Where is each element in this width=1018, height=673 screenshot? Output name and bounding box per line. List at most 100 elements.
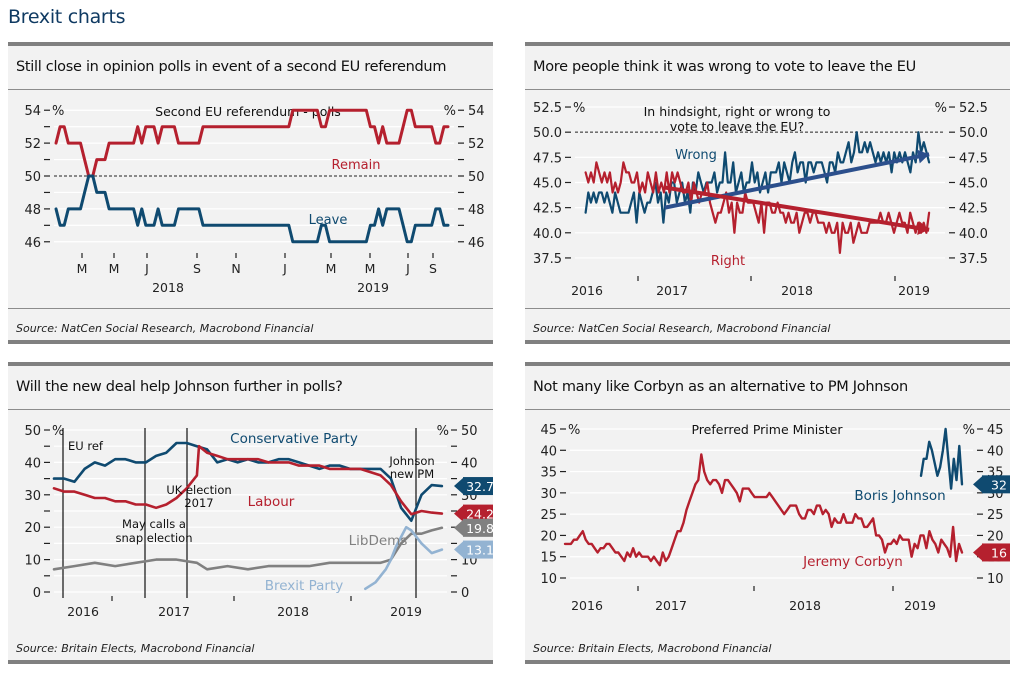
y-unit-left: % [52, 104, 64, 119]
end-label-box [463, 540, 493, 559]
y-tick-label-left: 47.5 [533, 151, 562, 166]
end-label-value: 32 [991, 477, 1007, 492]
end-label-pointer [454, 541, 463, 558]
y-unit-left: % [52, 424, 64, 439]
series-line-remain [54, 108, 450, 178]
y-tick-label-left: 52 [24, 137, 41, 152]
event-label-snap-election-2: snap election [116, 531, 193, 545]
end-label-box [463, 477, 493, 496]
x-year-label: 2018 [789, 598, 821, 613]
panel-title: Still close in opinion polls in event of… [16, 59, 447, 75]
source-divider [8, 308, 493, 309]
y-tick-label-right: 25 [987, 508, 1004, 523]
x-year-label: 2017 [656, 283, 688, 298]
source-note: Source: NatCen Social Research, Macrobon… [533, 322, 831, 335]
chart-title: Second EU referendum - polls [155, 104, 341, 119]
series-line-brexit-party [363, 525, 444, 591]
y-tick-label-left: 48 [24, 203, 41, 218]
chart-panel-right-wrong: More people think it was wrong to vote t… [525, 42, 1010, 344]
y-tick-label-left: 35 [540, 466, 557, 481]
y-tick-label-left: 20 [540, 529, 557, 544]
y-tick-label-left: 50.0 [533, 126, 562, 141]
y-tick-label-left: 40 [24, 456, 41, 471]
page-title: Brexit charts [8, 6, 126, 28]
trend-line-wrong [664, 152, 930, 210]
trend-arrowhead [917, 221, 930, 235]
x-year-label: 2016 [571, 283, 603, 298]
end-label-box [463, 518, 493, 537]
y-unit-right: % [437, 424, 449, 439]
end-label-value: 32.7 [466, 479, 493, 494]
end-label-box [982, 543, 1010, 562]
y-tick-label-right: 50 [461, 424, 478, 439]
y-tick-label-left: 45 [540, 423, 557, 438]
series-label-brexit-party: Brexit Party [265, 578, 344, 594]
title-divider [8, 89, 493, 90]
end-label-box [982, 475, 1010, 494]
y-tick-label-right: 40.0 [959, 227, 988, 242]
y-tick-label-right: 20 [987, 529, 1004, 544]
y-tick-label-right: 50 [468, 170, 485, 185]
x-year-label: 2018 [277, 604, 309, 619]
chart-title-line1: In hindsight, right or wrong to [644, 104, 831, 119]
y-tick-label-right: 50.0 [959, 126, 988, 141]
x-year-label: 2018 [152, 280, 184, 295]
title-divider [525, 89, 1010, 90]
y-tick-label-left: 37.5 [533, 252, 562, 267]
panel-title: More people think it was wrong to vote t… [533, 59, 916, 75]
x-tick-label: M [365, 261, 376, 276]
chart-preferred-pm: 10101515202025253030353540404545%%Prefer… [540, 422, 1010, 613]
x-tick-label: S [429, 261, 437, 276]
y-tick-label-left: 30 [24, 489, 41, 504]
chart-title: Preferred Prime Minister [691, 422, 843, 437]
x-year-label: 2019 [898, 283, 930, 298]
y-tick-label-left: 46 [24, 236, 41, 251]
end-label-value: 24.2 [466, 507, 493, 522]
chart-panel-preferred-pm: Not many like Corbyn as an alternative t… [525, 362, 1010, 664]
x-year-label: 2019 [357, 280, 389, 295]
panel-title: Not many like Corbyn as an alternative t… [533, 379, 908, 395]
series-label-wrong: Wrong [675, 148, 717, 163]
chart-right-wrong: 37.5 37.5 40.0 40.0 42.5 42.5 45.0 45.0 47.5 47.5… [533, 101, 988, 298]
x-tick-label: M [326, 261, 337, 276]
y-tick-label-right: 47.5 [959, 151, 988, 166]
x-year-label: 2019 [904, 598, 936, 613]
chart-title-line2: vote to leave the EU? [670, 119, 804, 134]
y-tick-label-left: 20 [24, 521, 41, 536]
y-tick-label-left: 10 [24, 554, 41, 569]
y-tick-label-right: 45 [987, 423, 1004, 438]
y-tick-label-right: 52.5 [959, 101, 988, 116]
y-tick-label-left: 10 [540, 572, 557, 587]
source-note: Source: Britain Elects, Macrobond Financ… [533, 642, 772, 655]
series-label-leave: Leave [309, 213, 348, 228]
y-tick-label-right: 48 [468, 203, 485, 218]
y-tick-label-right: 42.5 [959, 202, 988, 217]
x-tick-label: J [144, 261, 149, 276]
y-tick-label-right: 40 [987, 444, 1004, 459]
y-tick-label-left: 40.0 [533, 227, 562, 242]
y-tick-label-left: 50 [24, 424, 41, 439]
end-label-pointer [454, 478, 463, 495]
y-tick-label-left: 45.0 [533, 176, 562, 191]
y-tick-label-right: 40 [461, 456, 478, 471]
series-label-libdems: LibDems [349, 533, 408, 549]
series-label-jeremy-corbyn: Jeremy Corbyn [802, 554, 903, 570]
trend-line-right [664, 185, 930, 232]
y-tick-label-right: 37.5 [959, 252, 988, 267]
y-tick-label-left: 0 [33, 586, 41, 601]
series-label-boris-johnson: Boris Johnson [854, 488, 945, 504]
y-tick-label-right: 10 [987, 572, 1004, 587]
y-tick-label-left: 54 [24, 104, 41, 119]
end-label-pointer [973, 544, 982, 561]
source-note: Source: NatCen Social Research, Macrobon… [16, 322, 314, 335]
source-note: Source: Britain Elects, Macrobond Financ… [16, 642, 255, 655]
y-tick-label-right: 45.0 [959, 176, 988, 191]
y-tick-label-right: 54 [468, 104, 485, 119]
source-divider [525, 308, 1010, 309]
series-line-right [584, 161, 931, 254]
series-line-libdems [52, 526, 444, 571]
end-label-value: 16 [991, 545, 1007, 560]
chart-panel-party-polls: Will the new deal help Johnson further i… [8, 362, 493, 664]
end-label-pointer [454, 505, 463, 522]
event-label-johnson-2: new PM [390, 467, 434, 481]
